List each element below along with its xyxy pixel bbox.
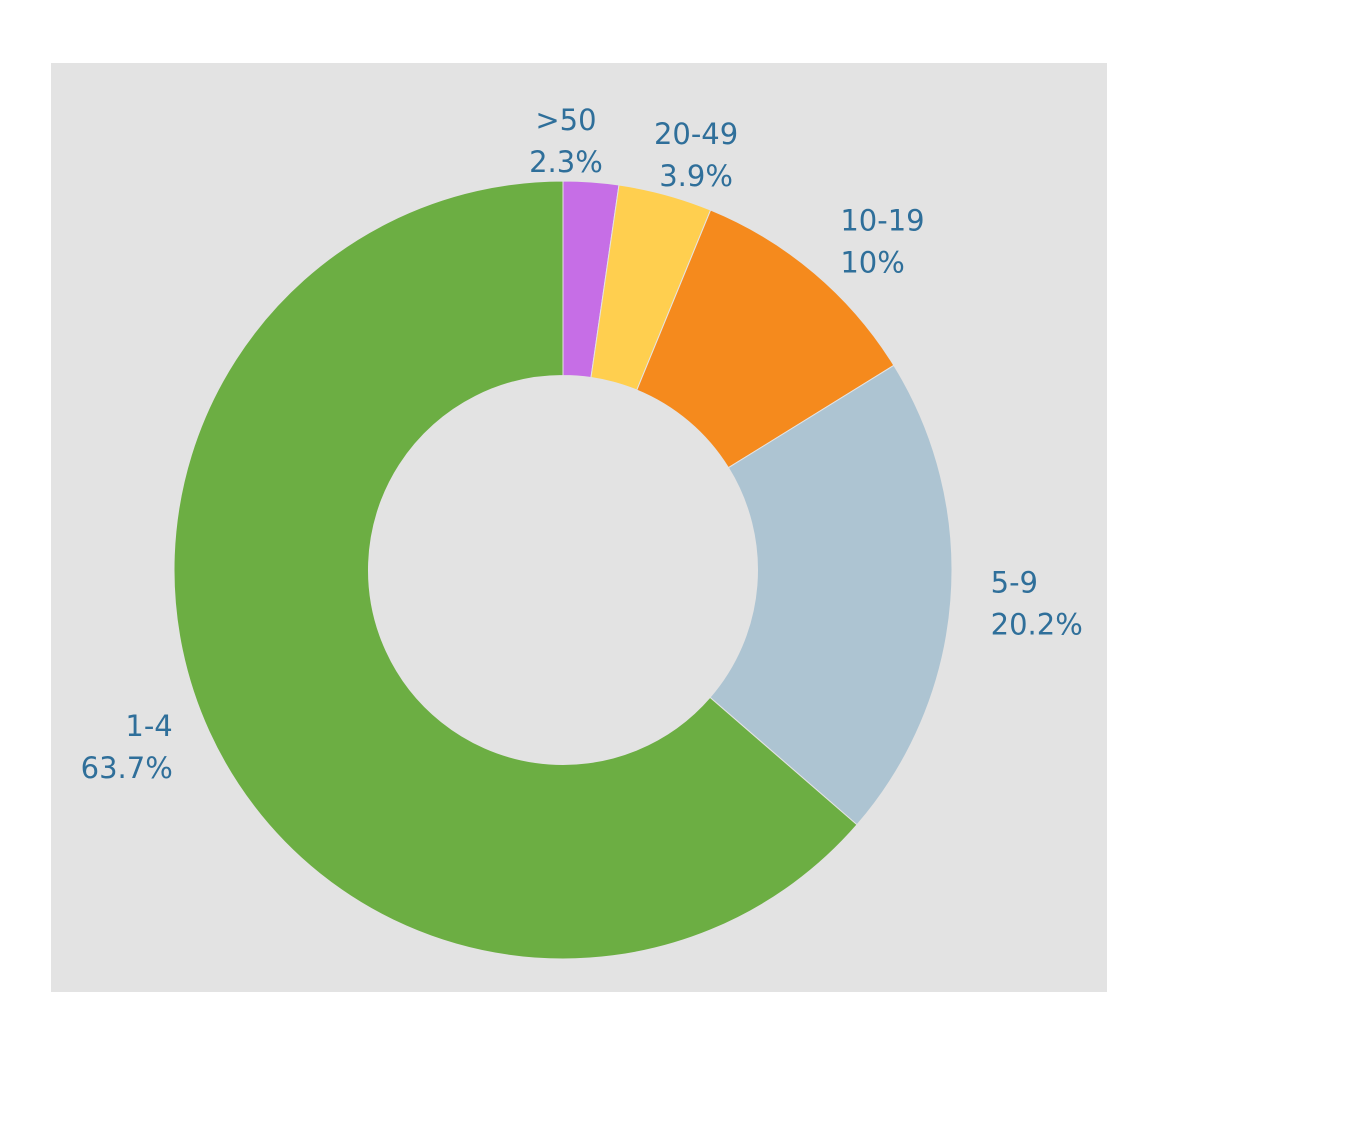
label-category: 5-9 (991, 565, 1038, 599)
label-category: >50 (535, 103, 596, 137)
slice-5-9[interactable] (709, 364, 953, 826)
label-percent: 3.9% (659, 159, 733, 193)
label-percent: 20.2% (991, 607, 1083, 641)
label-category: 1-4 (125, 709, 172, 743)
label-10-19: 10-19 10% (840, 204, 924, 280)
label-percent: 63.7% (81, 751, 173, 785)
slices-group (173, 180, 953, 960)
label-category: 20-49 (654, 117, 738, 151)
label-category: 10-19 (840, 204, 924, 238)
label-percent: 10% (840, 246, 904, 280)
label-5-9: 5-9 20.2% (991, 565, 1083, 641)
label-1-4: 1-4 63.7% (81, 709, 173, 785)
slice-1-4[interactable] (173, 180, 858, 960)
label-20-49: 20-49 3.9% (654, 117, 738, 193)
labels-group: >50 2.3% 20-49 3.9% 10-19 10% 5-9 20.2% 1-4 63.7% (81, 103, 1083, 785)
label-50: >50 2.3% (529, 103, 603, 179)
label-percent: 2.3% (529, 145, 603, 179)
